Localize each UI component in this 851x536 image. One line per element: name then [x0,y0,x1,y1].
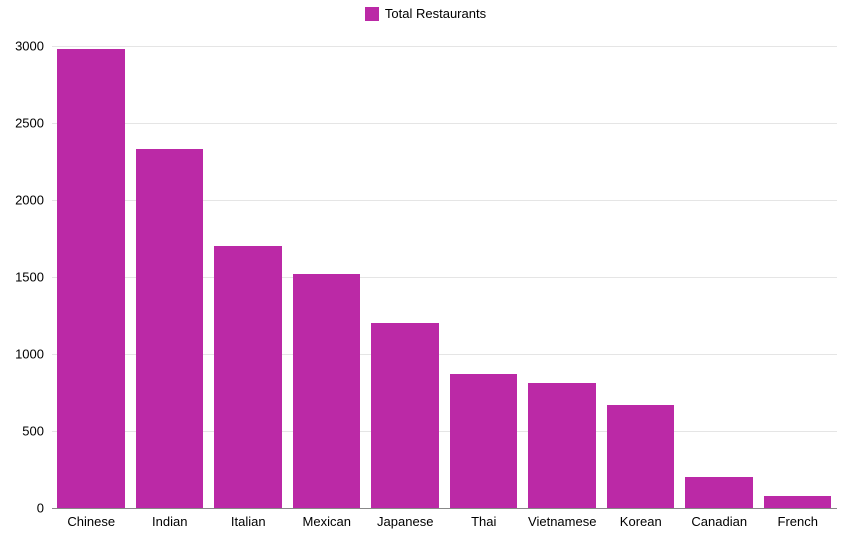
x-tick-label: Canadian [691,514,747,529]
legend-label: Total Restaurants [385,6,486,21]
bar [57,49,125,508]
x-tick-label: Korean [620,514,662,529]
bar-slot: Mexican [288,38,367,508]
bars-container: ChineseIndianItalianMexicanJapaneseThaiV… [52,38,837,508]
bar [136,149,204,508]
x-tick-label: French [778,514,818,529]
bar-slot: Chinese [52,38,131,508]
x-tick-label: Indian [152,514,187,529]
bar-slot: Vietnamese [523,38,602,508]
bar [607,405,675,508]
x-tick-label: Thai [471,514,496,529]
bar [450,374,518,508]
baseline [52,508,837,509]
x-tick-label: Japanese [377,514,433,529]
y-tick-label: 3000 [15,38,52,53]
bar [528,383,596,508]
bar-slot: Indian [131,38,210,508]
x-tick-label: Mexican [303,514,351,529]
bar [764,496,832,508]
legend: Total Restaurants [0,6,851,26]
x-tick-label: Vietnamese [528,514,596,529]
plot-area: 050010001500200025003000 ChineseIndianIt… [52,38,837,508]
bar [685,477,753,508]
bar [293,274,361,508]
legend-swatch [365,7,379,21]
y-tick-label: 0 [37,501,52,516]
bar [214,246,282,508]
y-tick-label: 2000 [15,192,52,207]
bar [371,323,439,508]
bar-slot: French [759,38,838,508]
x-tick-label: Chinese [67,514,115,529]
y-tick-label: 1500 [15,269,52,284]
bar-slot: Canadian [680,38,759,508]
restaurants-bar-chart: Total Restaurants 0500100015002000250030… [0,0,851,536]
y-tick-label: 2500 [15,115,52,130]
bar-slot: Thai [445,38,524,508]
y-tick-label: 500 [22,423,52,438]
bar-slot: Japanese [366,38,445,508]
legend-item: Total Restaurants [365,6,486,21]
x-tick-label: Italian [231,514,266,529]
bar-slot: Korean [602,38,681,508]
bar-slot: Italian [209,38,288,508]
y-tick-label: 1000 [15,346,52,361]
